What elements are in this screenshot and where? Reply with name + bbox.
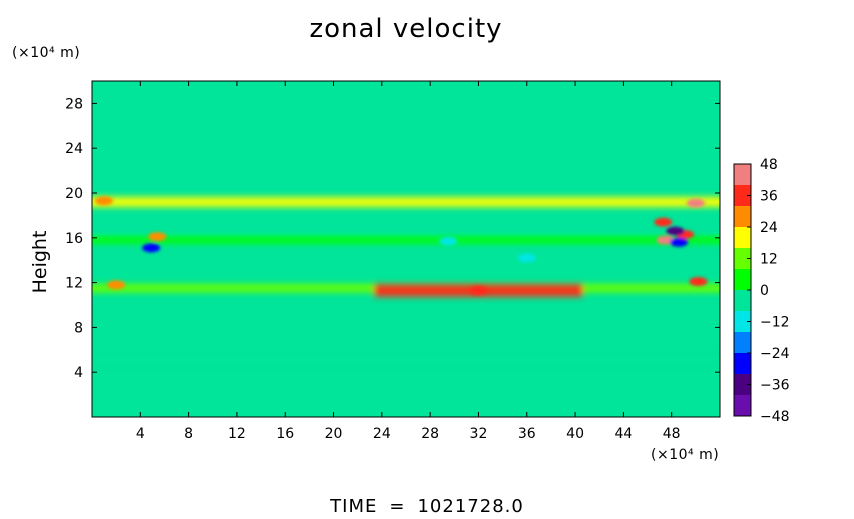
y-tick-label: 28	[65, 96, 83, 112]
heatmap-band	[92, 196, 720, 208]
colorbar-tick-label: −24	[760, 346, 790, 362]
colorbar-tick-label: −36	[760, 378, 790, 394]
y-tick-label: 8	[74, 320, 83, 336]
colorbar-segment	[734, 395, 751, 417]
heatmap-cell	[95, 196, 114, 206]
colorbar-segment	[734, 206, 751, 228]
time-equals: =	[389, 496, 406, 517]
heatmap-field	[92, 81, 720, 417]
y-tick-label: 20	[65, 186, 83, 202]
heatmap-cell	[469, 285, 488, 295]
y-tick-label: 12	[65, 276, 83, 292]
x-tick-label: 32	[470, 426, 488, 442]
heatmap-cell	[654, 217, 673, 227]
colorbar-tick-label: −48	[760, 409, 790, 425]
y-axis-unit: (×10⁴ m)	[12, 45, 81, 61]
heatmap-cell	[142, 243, 161, 253]
time-label: TIME	[330, 496, 378, 517]
y-tick-label: 16	[65, 231, 83, 247]
colorbar-segment	[734, 185, 751, 207]
colorbar-tick-label: 48	[760, 157, 778, 173]
x-tick-label: 4	[136, 426, 145, 442]
heatmap-features	[95, 196, 708, 295]
x-axis-unit: (×10⁴ m)	[651, 447, 720, 463]
heatmap-background	[92, 81, 720, 417]
plot-frame	[91, 80, 721, 418]
colorbar-segment	[734, 311, 751, 333]
x-tick-label: 12	[228, 426, 246, 442]
colorbar-segment	[734, 353, 751, 375]
colorbar-segment	[734, 374, 751, 396]
y-tick-label: 24	[65, 141, 83, 157]
heatmap-band	[92, 357, 720, 365]
heatmap-cell	[107, 280, 126, 290]
heatmap-band	[92, 220, 720, 228]
heatmap-cell	[517, 253, 536, 263]
time-readout: TIME = 1021728.0	[0, 496, 854, 517]
colorbar-segment	[734, 248, 751, 270]
x-tick-label: 36	[518, 426, 536, 442]
heatmap-cell	[689, 276, 708, 286]
colorbar-tick-label: 24	[760, 220, 778, 236]
x-tick-label: 28	[421, 426, 439, 442]
heatmap-cell	[148, 232, 167, 242]
colorbar: 48 36 24 12 0 −12 −24 −36 −48	[733, 157, 790, 425]
heatmap-cell	[686, 198, 705, 208]
y-tick-label: 4	[74, 365, 83, 381]
heatmap-cell	[669, 237, 688, 247]
colorbar-tick-label: 12	[760, 252, 778, 268]
x-tick-label: 24	[373, 426, 391, 442]
time-value: 1021728.0	[417, 496, 524, 517]
x-tick-label: 20	[325, 426, 343, 442]
chart-title: zonal velocity	[309, 14, 503, 44]
heatmap-cell	[666, 226, 685, 236]
colorbar-segment	[734, 269, 751, 291]
heatmap-band	[92, 236, 720, 244]
colorbar-segment	[734, 332, 751, 354]
x-tick-label: 8	[184, 426, 193, 442]
colorbar-tick-label: 36	[760, 189, 778, 205]
heatmap-cell	[439, 236, 458, 246]
x-tick-label: 40	[566, 426, 584, 442]
colorbar-segment	[734, 164, 751, 186]
colorbar-tick-label: −12	[760, 315, 790, 331]
x-tick-label: 44	[614, 426, 632, 442]
heatmap-plot-area	[92, 81, 720, 417]
colorbar-segment	[734, 290, 751, 312]
x-tick-label: 48	[663, 426, 681, 442]
colorbar-segment	[734, 227, 751, 249]
colorbar-tick-label: 0	[760, 283, 769, 299]
x-tick-label: 16	[276, 426, 294, 442]
